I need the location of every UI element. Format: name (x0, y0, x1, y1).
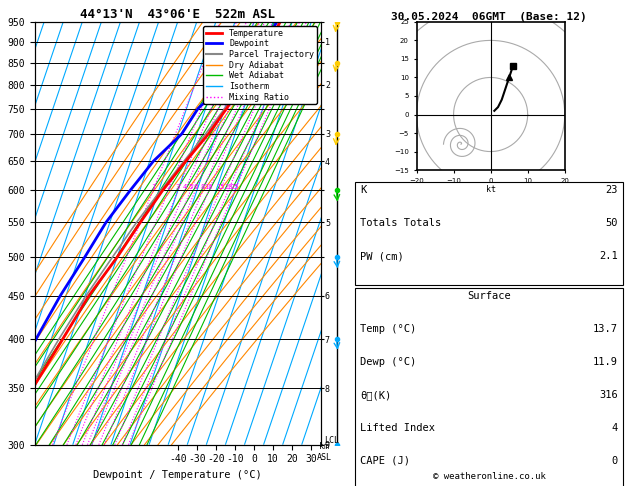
Text: 4: 4 (183, 184, 187, 191)
Text: PW (cm): PW (cm) (360, 251, 404, 261)
Y-axis label: hPa: hPa (0, 223, 2, 243)
Text: 20: 20 (224, 184, 233, 191)
Text: 13.7: 13.7 (593, 324, 618, 334)
Text: θᴇ(K): θᴇ(K) (360, 390, 391, 400)
Text: 3: 3 (176, 184, 180, 191)
Title: 44°13'N  43°06'E  522m ASL: 44°13'N 43°06'E 522m ASL (80, 8, 276, 21)
Text: 2.1: 2.1 (599, 251, 618, 261)
Text: Dewp (°C): Dewp (°C) (360, 357, 416, 367)
Text: Surface: Surface (467, 291, 511, 301)
Text: 15: 15 (216, 184, 225, 191)
Text: © weatheronline.co.uk: © weatheronline.co.uk (433, 472, 545, 481)
Text: 11.9: 11.9 (593, 357, 618, 367)
Bar (355, 182, 623, 285)
Text: 10: 10 (204, 184, 213, 191)
Bar (355, 288, 623, 486)
Text: Totals Totals: Totals Totals (360, 218, 442, 228)
Text: 5: 5 (189, 184, 192, 191)
Text: 8: 8 (201, 184, 205, 191)
X-axis label: Dewpoint / Temperature (°C): Dewpoint / Temperature (°C) (93, 470, 262, 480)
Text: LCL: LCL (324, 436, 338, 445)
Text: 6: 6 (193, 184, 198, 191)
X-axis label: kt: kt (486, 185, 496, 194)
Text: 25: 25 (231, 184, 239, 191)
Text: Lifted Index: Lifted Index (360, 423, 435, 433)
Text: 4: 4 (611, 423, 618, 433)
Text: 30.05.2024  06GMT  (Base: 12): 30.05.2024 06GMT (Base: 12) (391, 12, 587, 22)
Legend: Temperature, Dewpoint, Parcel Trajectory, Dry Adiabat, Wet Adiabat, Isotherm, Mi: Temperature, Dewpoint, Parcel Trajectory… (203, 26, 316, 104)
Text: 1: 1 (151, 184, 155, 191)
Text: Temp (°C): Temp (°C) (360, 324, 416, 334)
Text: 2: 2 (166, 184, 170, 191)
Text: 50: 50 (605, 218, 618, 228)
Text: 316: 316 (599, 390, 618, 400)
Text: CAPE (J): CAPE (J) (360, 456, 410, 466)
Text: K: K (360, 185, 367, 195)
Text: 23: 23 (605, 185, 618, 195)
Text: km
ASL: km ASL (316, 442, 331, 462)
Text: 0: 0 (611, 456, 618, 466)
